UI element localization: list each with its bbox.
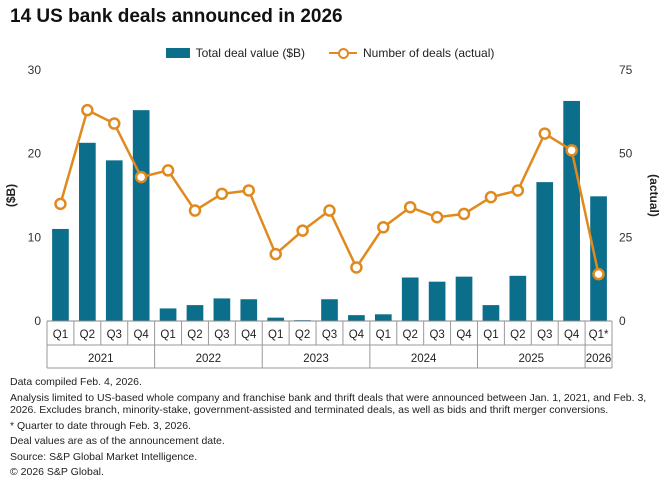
deals-point xyxy=(511,184,525,197)
y-tick-label: 20 xyxy=(28,147,42,161)
bar xyxy=(428,281,446,321)
bar xyxy=(401,277,419,321)
footnote: © 2026 S&P Global. xyxy=(10,466,104,478)
bar xyxy=(321,299,338,321)
x-tick-label: Q4 xyxy=(241,329,257,341)
x-tick-label: Q4 xyxy=(133,329,149,341)
deals-point xyxy=(565,144,578,157)
deals-point xyxy=(134,170,148,184)
x-tick-label: Q1 xyxy=(483,329,498,341)
bar xyxy=(213,298,231,321)
x-tick-label: Q1 xyxy=(268,329,283,341)
footnote: Data compiled Feb. 4, 2026. xyxy=(10,376,142,388)
deals-point xyxy=(323,204,336,217)
chart-title: 14 US bank deals announced in 2026 xyxy=(10,6,343,27)
bar xyxy=(455,276,473,321)
deals-point xyxy=(188,204,202,217)
deals-point xyxy=(54,197,67,211)
legend-bars-label: Total deal value ($B) xyxy=(195,46,305,60)
x-tick-label: Q4 xyxy=(564,329,580,341)
deals-point xyxy=(377,221,390,234)
deals-point xyxy=(108,117,121,130)
bar xyxy=(159,308,177,321)
bar xyxy=(240,299,258,321)
legend-item-bars: Total deal value ($B) xyxy=(165,46,305,60)
y2-tick-label: 75 xyxy=(619,63,633,77)
x-tick-label: Q3 xyxy=(107,329,122,341)
footnote: Source: S&P Global Market Intelligence. xyxy=(10,450,198,463)
bar xyxy=(348,315,365,321)
deals-point xyxy=(242,184,256,197)
bar xyxy=(536,182,554,321)
bar xyxy=(186,305,204,321)
year-label: 2023 xyxy=(303,353,329,365)
footnote: Deal values are as of the announcement d… xyxy=(10,435,225,447)
chart-legend: Total deal value ($B) Number of deals (a… xyxy=(0,46,660,60)
year-label: 2026 xyxy=(586,353,612,365)
bar xyxy=(132,110,150,321)
bar xyxy=(482,305,500,321)
x-tick-label: Q1 xyxy=(376,329,391,341)
deals-point xyxy=(430,211,444,224)
bar xyxy=(509,275,527,321)
legend-item-line: Number of deals (actual) xyxy=(329,46,494,60)
x-tick-label: Q2 xyxy=(403,329,418,341)
y2-tick-label: 50 xyxy=(619,147,633,161)
x-tick-label: Q1 xyxy=(160,329,175,341)
year-label: 2024 xyxy=(411,353,437,365)
y-axis-label: ($B) xyxy=(4,184,18,207)
y-tick-label: 30 xyxy=(28,63,42,77)
deals-point xyxy=(457,207,471,221)
y-tick-label: 0 xyxy=(34,314,41,328)
legend-line-label: Number of deals (actual) xyxy=(363,46,495,60)
deals-point xyxy=(269,247,282,261)
year-label: 2025 xyxy=(518,353,544,365)
x-tick-label: Q2 xyxy=(187,329,202,341)
x-tick-label: Q4 xyxy=(456,329,472,341)
footnotes: Data compiled Feb. 4, 2026. Analysis limi… xyxy=(10,376,650,482)
x-tick-label: Q3 xyxy=(214,329,229,341)
x-tick-label: Q2 xyxy=(80,329,95,341)
x-tick-label: Q1* xyxy=(589,329,609,341)
footnote: Analysis limited to US-based whole compa… xyxy=(10,391,647,417)
bar xyxy=(52,228,69,321)
legend-bar-swatch xyxy=(165,48,190,58)
year-label: 2022 xyxy=(196,353,222,365)
y2-tick-label: 0 xyxy=(619,314,626,328)
bar xyxy=(374,314,392,321)
deals-point xyxy=(403,200,417,214)
deals-point xyxy=(350,261,363,274)
x-tick-label: Q3 xyxy=(429,329,444,341)
x-tick-label: Q2 xyxy=(510,329,525,341)
x-tick-label: Q3 xyxy=(322,329,337,341)
deals-point xyxy=(161,164,175,177)
x-tick-label: Q2 xyxy=(295,329,310,341)
year-label: 2021 xyxy=(88,353,114,365)
y-tick-label: 10 xyxy=(28,230,42,244)
deals-point xyxy=(538,127,551,140)
legend-line-swatch xyxy=(329,47,357,59)
y2-tick-label: 25 xyxy=(619,230,633,244)
bar xyxy=(267,317,285,321)
bar xyxy=(590,196,607,321)
x-tick-label: Q4 xyxy=(349,329,365,341)
x-tick-label: Q3 xyxy=(537,329,552,341)
y2-axis-label: (actual) xyxy=(647,174,660,217)
x-tick-label: Q1 xyxy=(53,329,68,341)
deals-point xyxy=(215,187,229,201)
footnote: * Quarter to date through Feb. 3, 2026. xyxy=(10,419,191,432)
bar xyxy=(105,160,123,321)
deal-chart: 0 10 20 30 0 25 50 75 ($B) (actual) Q1 Q2 Q3 Q4 Q1 Q2 Q3… xyxy=(4,63,660,369)
deals-point xyxy=(296,224,309,237)
deals-point xyxy=(592,267,605,281)
deals-point xyxy=(484,190,498,204)
bar xyxy=(79,142,96,321)
deals-point xyxy=(81,103,94,117)
bar xyxy=(563,100,580,321)
